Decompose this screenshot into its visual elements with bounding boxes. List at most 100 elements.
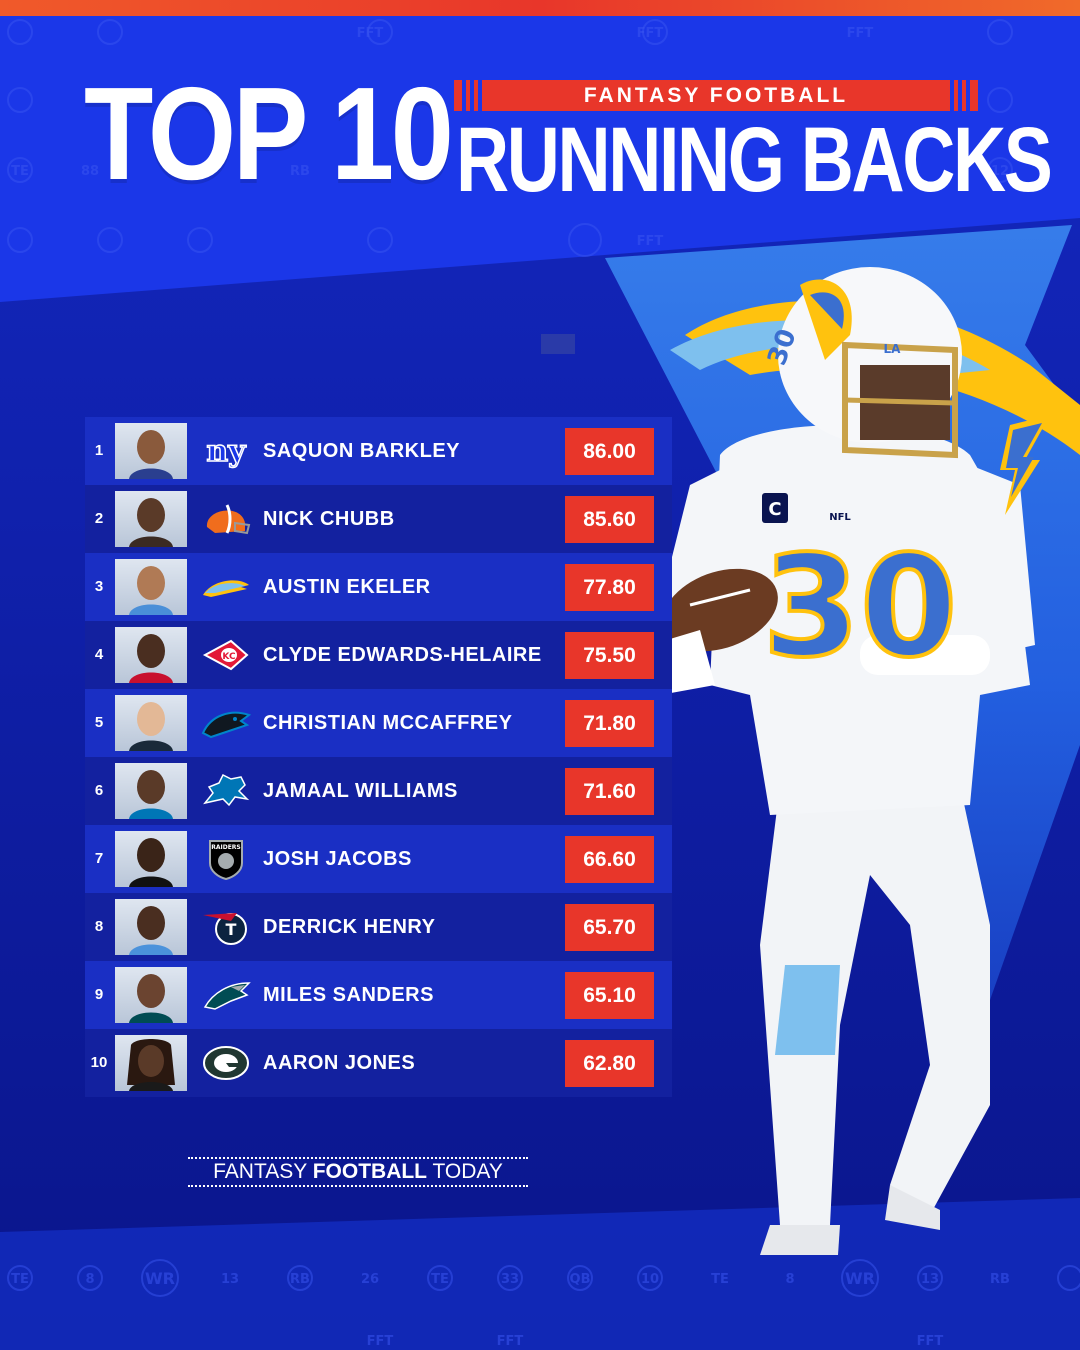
ranking-row: 1 ny SAQUON BARKLEY 86.00 [85, 417, 672, 485]
svg-text:RAIDERS: RAIDERS [211, 844, 241, 851]
svg-text:WR: WR [145, 1269, 175, 1288]
svg-text:8: 8 [85, 1272, 94, 1287]
player-name: MILES SANDERS [263, 984, 434, 1006]
svg-text:TE: TE [11, 1272, 29, 1287]
player-name: CLYDE EDWARDS-HELAIRE [263, 644, 542, 666]
fantasy-football-today-logo: FANTASY FOOTBALL TODAY [188, 1157, 528, 1187]
svg-text:88: 88 [81, 164, 99, 179]
svg-text:FFT: FFT [367, 1334, 394, 1349]
brand-word-2: FOOTBALL [312, 1160, 428, 1183]
ranking-row: 7 RAIDERS JOSH JACOBS 66.60 [85, 825, 672, 893]
ranking-row: 8 T DERRICK HENRY 65.70 [85, 893, 672, 961]
svg-text:TE: TE [711, 1272, 729, 1287]
player-name: DERRICK HENRY [263, 916, 436, 938]
player-headshot [115, 627, 187, 683]
player-name: JAMAAL WILLIAMS [263, 780, 458, 802]
player-headshot [115, 1035, 187, 1091]
player-score: 62.80 [565, 1040, 654, 1087]
ranking-row: 4 KC CLYDE EDWARDS-HELAIRE 75.50 [85, 621, 672, 689]
svg-text:FFT: FFT [357, 26, 384, 41]
chiefs-arrowhead-icon: KC [202, 639, 249, 671]
rank-number: 3 [94, 578, 104, 595]
hero-player-image: 30 C NFL 30 LA [650, 267, 1080, 1255]
helmet-text: LA [884, 342, 902, 356]
player-name: AARON JONES [263, 1052, 416, 1074]
rankings-table: 1 ny SAQUON BARKLEY 86.00 2 NICK CHUBB 8… [85, 417, 672, 1097]
player-headshot [115, 491, 187, 547]
svg-text:TE: TE [11, 164, 29, 179]
captain-patch: C [768, 499, 781, 520]
rank-number: 8 [94, 918, 104, 935]
svg-text:QB: QB [570, 1272, 591, 1287]
svg-text:RB: RB [290, 1272, 310, 1287]
player-name: JOSH JACOBS [263, 848, 412, 870]
svg-text:T: T [226, 920, 237, 939]
svg-text:FFT: FFT [637, 234, 664, 249]
svg-text:RB: RB [990, 1272, 1010, 1287]
jersey-number: 30 [763, 526, 958, 689]
player-headshot [115, 763, 187, 819]
ranking-row: 6 JAMAAL WILLIAMS 71.60 [85, 757, 672, 825]
svg-text:RB: RB [290, 164, 310, 179]
svg-text:FFT: FFT [917, 1334, 944, 1349]
svg-text:10: 10 [641, 1272, 659, 1287]
player-name: AUSTIN EKELER [263, 576, 431, 598]
packers-g-icon [203, 1046, 249, 1080]
svg-text:12: 12 [991, 164, 1009, 179]
league-patch: NFL [829, 512, 851, 523]
rank-number: 6 [94, 782, 104, 799]
player-score: 71.60 [565, 768, 654, 815]
rank-number: 7 [94, 850, 104, 867]
rank-number: 2 [94, 510, 104, 527]
rank-number: 4 [94, 646, 104, 663]
player-score: 66.60 [565, 836, 654, 883]
svg-text:FFT: FFT [847, 26, 874, 41]
ranking-row: 10 AARON JONES 62.80 [85, 1029, 672, 1097]
player-name: SAQUON BARKLEY [263, 440, 461, 462]
rank-number: 1 [94, 442, 104, 459]
svg-text:13: 13 [221, 1272, 239, 1287]
raiders-shield-icon: RAIDERS [209, 840, 243, 881]
player-score: 77.80 [565, 564, 654, 611]
svg-text:TE: TE [431, 1272, 449, 1287]
player-headshot [115, 423, 187, 479]
lions-logo-icon [203, 773, 250, 807]
svg-text:33: 33 [501, 1272, 519, 1287]
player-score: 65.10 [565, 972, 654, 1019]
player-headshot [115, 899, 187, 955]
rank-number: 10 [90, 1054, 108, 1071]
player-headshot [115, 695, 187, 751]
svg-text:8: 8 [785, 1272, 794, 1287]
svg-text:FFT: FFT [497, 1334, 524, 1349]
ranking-row: 5 CHRISTIAN MCCAFFREY 71.80 [85, 689, 672, 757]
giants-ny-logo-icon: ny [206, 433, 248, 470]
subtitle-banner [454, 80, 978, 111]
player-score: 65.70 [565, 904, 654, 951]
chargers-bolt-icon [203, 580, 249, 597]
player-name: NICK CHUBB [263, 508, 395, 530]
player-headshot [115, 831, 187, 887]
player-score: 75.50 [565, 632, 654, 679]
svg-text:ny: ny [206, 434, 247, 469]
rank-number: 9 [94, 986, 104, 1003]
ranking-row: 9 MILES SANDERS 65.10 [85, 961, 672, 1029]
main-title: TOP 10 [84, 60, 454, 207]
svg-text:26: 26 [361, 1272, 379, 1287]
player-score: 71.80 [565, 700, 654, 747]
player-headshot [115, 967, 187, 1023]
rank-number: 5 [94, 714, 104, 731]
ranking-row: 3 AUSTIN EKELER 77.80 [85, 553, 672, 621]
position-title: RUNNING BACKS [456, 109, 1053, 211]
titans-logo-icon: T [203, 913, 247, 945]
ranking-row: 2 NICK CHUBB 85.60 [85, 485, 672, 553]
player-name: CHRISTIAN MCCAFFREY [263, 712, 513, 734]
svg-text:WR: WR [845, 1269, 875, 1288]
svg-text:FFT: FFT [637, 26, 664, 41]
brand-word-3: TODAY [427, 1160, 503, 1183]
player-score: 86.00 [565, 428, 654, 475]
player-headshot [115, 559, 187, 615]
svg-text:13: 13 [921, 1272, 939, 1287]
svg-text:KC: KC [222, 652, 236, 662]
player-score: 85.60 [565, 496, 654, 543]
decorative-block [541, 334, 575, 354]
